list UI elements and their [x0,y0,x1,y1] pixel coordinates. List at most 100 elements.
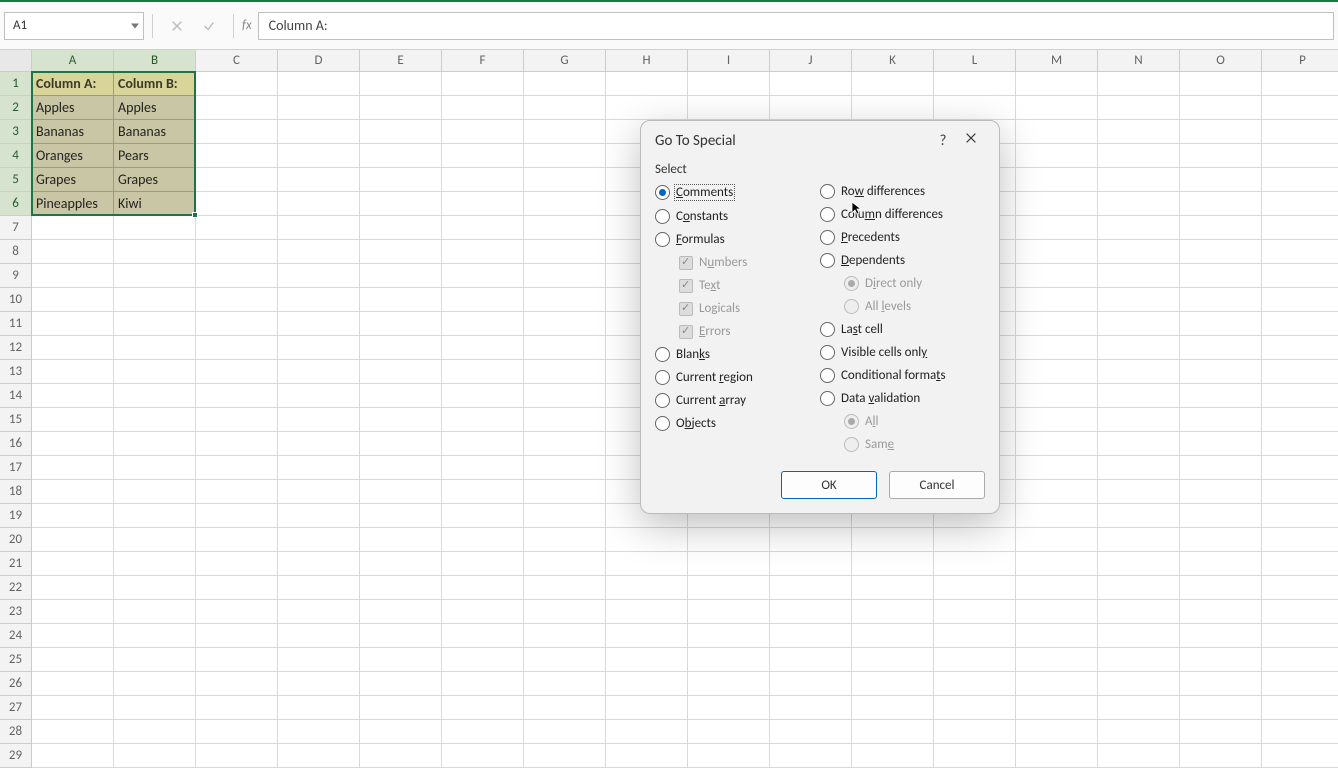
cell[interactable] [1180,384,1262,408]
cell[interactable] [360,312,442,336]
cell[interactable] [196,216,278,240]
cell[interactable] [32,408,114,432]
cell[interactable] [360,192,442,216]
cell[interactable] [1016,408,1098,432]
cell[interactable] [1016,744,1098,768]
cell[interactable] [1016,72,1098,96]
row-header[interactable]: 13 [0,360,32,384]
cell[interactable] [1016,288,1098,312]
cell[interactable] [852,648,934,672]
cell[interactable] [1098,312,1180,336]
cell[interactable] [278,144,360,168]
cell[interactable] [32,696,114,720]
column-header[interactable]: I [688,50,770,72]
cell[interactable] [114,576,196,600]
cell[interactable] [1262,96,1338,120]
column-header[interactable]: G [524,50,606,72]
cell[interactable] [278,264,360,288]
cell[interactable] [1016,144,1098,168]
row-header[interactable]: 8 [0,240,32,264]
cell[interactable] [1016,624,1098,648]
cell[interactable] [1262,720,1338,744]
cell[interactable] [1098,672,1180,696]
cell[interactable] [1016,192,1098,216]
radio-icon[interactable] [655,370,670,385]
row-header[interactable]: 21 [0,552,32,576]
row-header[interactable]: 16 [0,432,32,456]
cell[interactable] [606,552,688,576]
cell[interactable] [1262,72,1338,96]
cell[interactable] [1098,72,1180,96]
cell[interactable]: Apples [114,96,196,120]
cell[interactable] [852,744,934,768]
cell[interactable] [32,336,114,360]
cell[interactable] [442,96,524,120]
cell[interactable] [1098,216,1180,240]
cell[interactable] [278,432,360,456]
cell[interactable] [1180,720,1262,744]
ok-button[interactable]: OK [781,471,877,499]
cell[interactable] [1016,384,1098,408]
cell[interactable] [524,240,606,264]
formula-input[interactable]: Column A: [258,12,1334,40]
cell[interactable] [442,216,524,240]
cell[interactable] [360,672,442,696]
cell[interactable] [1180,72,1262,96]
cell[interactable] [934,696,1016,720]
cell[interactable] [1098,576,1180,600]
cell[interactable]: Pineapples [32,192,114,216]
option-last-cell[interactable]: Last cell [820,321,985,338]
cell[interactable] [688,648,770,672]
cell[interactable] [442,288,524,312]
cell[interactable] [688,96,770,120]
cell[interactable] [1180,144,1262,168]
cell[interactable] [1180,192,1262,216]
cell[interactable] [770,528,852,552]
cell[interactable] [196,144,278,168]
cell[interactable] [196,480,278,504]
cell[interactable] [360,168,442,192]
cell[interactable] [360,72,442,96]
cell[interactable] [1016,648,1098,672]
cell[interactable] [278,720,360,744]
option-col-diff[interactable]: Column differences [820,206,985,223]
radio-icon[interactable] [655,232,670,247]
cell[interactable] [606,576,688,600]
cell[interactable] [1098,720,1180,744]
cell[interactable] [114,408,196,432]
cell[interactable] [360,648,442,672]
row-header[interactable]: 1 [0,72,32,96]
cell[interactable] [1098,528,1180,552]
row-header[interactable]: 24 [0,624,32,648]
cell[interactable] [606,528,688,552]
cell[interactable] [196,576,278,600]
cell[interactable] [1098,144,1180,168]
row-header[interactable]: 14 [0,384,32,408]
cell[interactable] [442,192,524,216]
cell[interactable] [32,528,114,552]
cell[interactable] [278,456,360,480]
cell[interactable] [442,744,524,768]
radio-icon[interactable] [820,184,835,199]
column-header[interactable]: H [606,50,688,72]
cell[interactable] [114,216,196,240]
cell[interactable] [934,720,1016,744]
radio-icon[interactable] [655,416,670,431]
cell[interactable] [32,600,114,624]
cell[interactable] [442,384,524,408]
cell[interactable] [278,528,360,552]
cell[interactable]: Oranges [32,144,114,168]
cell[interactable] [278,696,360,720]
cell[interactable] [1180,360,1262,384]
cell[interactable] [524,576,606,600]
radio-icon[interactable] [820,368,835,383]
row-header[interactable]: 11 [0,312,32,336]
option-cond-formats[interactable]: Conditional formats [820,367,985,384]
cell[interactable] [852,600,934,624]
cell[interactable] [114,264,196,288]
cell[interactable] [360,120,442,144]
cell[interactable] [196,168,278,192]
cell[interactable] [1262,432,1338,456]
cell[interactable] [1262,336,1338,360]
cell[interactable] [1180,264,1262,288]
